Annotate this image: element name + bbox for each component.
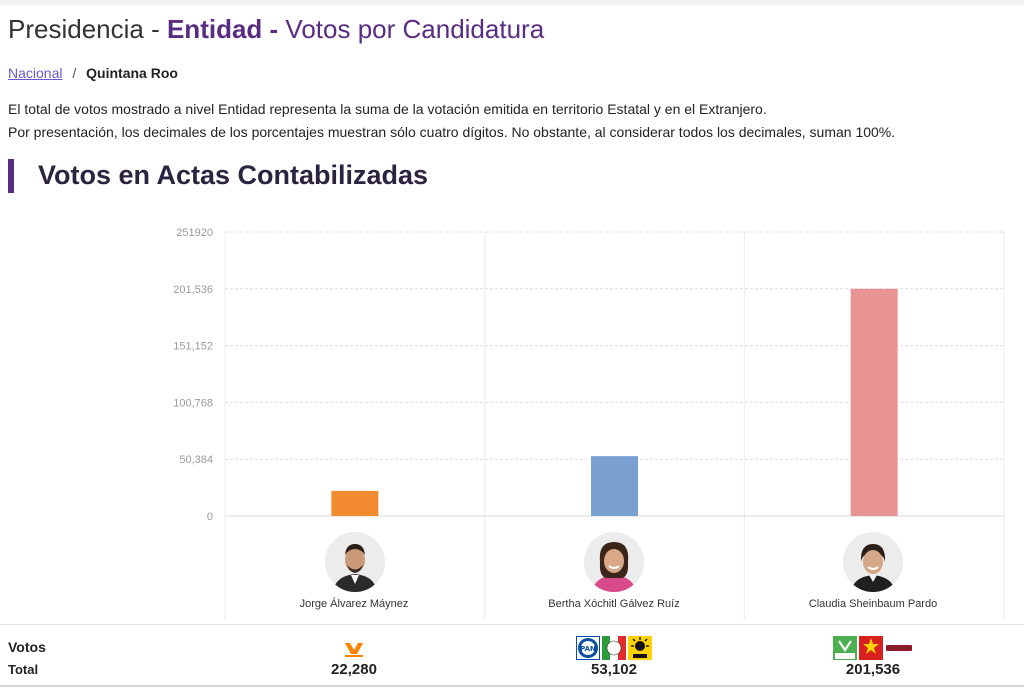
party-logos-jorge bbox=[343, 636, 365, 660]
row-label-votos: Votos bbox=[8, 639, 46, 655]
title-view: Votos por Candidatura bbox=[285, 14, 545, 44]
verde-logo-icon bbox=[833, 636, 857, 660]
prd-logo-icon bbox=[628, 636, 652, 660]
candidate-name-jorge: Jorge Álvarez Máynez bbox=[299, 598, 409, 610]
note-total-votes: El total de votos mostrado a nivel Entid… bbox=[8, 101, 767, 117]
bar-2 bbox=[591, 456, 638, 516]
section-title: Votos en Actas Contabilizadas bbox=[38, 160, 429, 190]
y-tick-label: 151,152 bbox=[173, 341, 213, 353]
pt-logo-icon bbox=[859, 636, 883, 660]
breadcrumb: Nacional / Quintana Roo bbox=[8, 65, 178, 81]
svg-text:PAN: PAN bbox=[580, 645, 596, 653]
y-tick-label: 50,384 bbox=[179, 454, 213, 466]
y-tick-label: 251920 bbox=[176, 227, 213, 239]
party-logos-bertha: PAN bbox=[576, 636, 652, 660]
morena-logo-icon bbox=[885, 636, 913, 660]
party-logos-claudia bbox=[833, 636, 913, 660]
page-title: Presidencia - Entidad - Votos por Candid… bbox=[8, 14, 544, 45]
section-accent-bar bbox=[8, 159, 14, 193]
table-bottom-divider bbox=[0, 685, 1024, 687]
breadcrumb-current: Quintana Roo bbox=[86, 65, 178, 81]
movimiento-ciudadano-logo-icon bbox=[343, 636, 365, 660]
pan-logo-icon: PAN bbox=[576, 636, 600, 660]
y-tick-label: 201,536 bbox=[173, 284, 213, 296]
candidate-name-bertha: Bertha Xóchitl Gálvez Ruíz bbox=[548, 598, 680, 610]
total-votes-bertha: 53,102 bbox=[591, 661, 637, 678]
total-votes-claudia: 201,536 bbox=[845, 661, 901, 678]
note-decimals: Por presentación, los decimales de los p… bbox=[8, 124, 896, 140]
row-label-total: Total bbox=[8, 662, 39, 677]
candidate-photo-bertha bbox=[584, 532, 644, 592]
y-tick-label: 100,768 bbox=[173, 397, 213, 409]
bar-1 bbox=[331, 490, 379, 516]
bar-3 bbox=[850, 288, 898, 516]
y-tick-label: 0 bbox=[207, 511, 213, 523]
candidate-photo-claudia bbox=[843, 532, 903, 592]
pri-logo-icon bbox=[602, 636, 626, 660]
table-top-divider bbox=[0, 624, 1024, 625]
candidate-name-claudia: Claudia Sheinbaum Pardo bbox=[808, 598, 938, 610]
breadcrumb-separator: / bbox=[72, 65, 77, 81]
breadcrumb-nacional-link[interactable]: Nacional bbox=[8, 65, 63, 81]
title-election: Presidencia - bbox=[8, 14, 167, 44]
top-divider bbox=[0, 0, 1024, 5]
candidate-photo-jorge bbox=[325, 532, 385, 592]
title-separator: - bbox=[262, 14, 286, 44]
total-votes-jorge: 22,280 bbox=[331, 661, 377, 678]
title-level: Entidad bbox=[166, 14, 263, 44]
votes-bar-chart: 0 50,384 100,768 151,152 201,536 251920 bbox=[173, 227, 1005, 620]
